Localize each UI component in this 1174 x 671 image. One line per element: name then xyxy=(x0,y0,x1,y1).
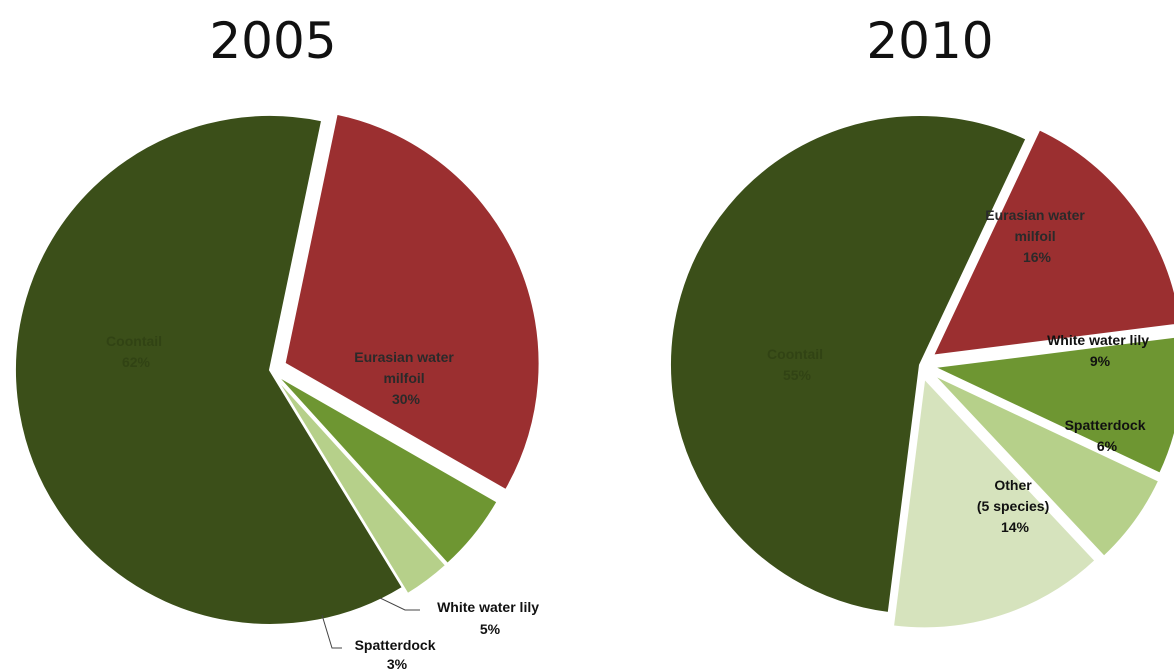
leader-line-spatterdock-2005 xyxy=(321,614,342,649)
pie-slice-coontail-2005 xyxy=(14,114,405,626)
slice-label-other-2010-line2: (5 species) xyxy=(977,498,1049,514)
slice-label-coontail-2010-value: 55% xyxy=(783,367,812,383)
slice-label-coontail-2005-name: Coontail xyxy=(106,333,162,349)
slice-label-spatterdock-2010-name: Spatterdock xyxy=(1065,417,1146,433)
slice-label-milfoil-2010-line1: Eurasian water xyxy=(985,207,1085,223)
slice-label-milfoil-2010-line2: milfoil xyxy=(1014,228,1055,244)
slice-label-coontail-2010: Coontail 55% xyxy=(767,346,827,383)
pie-slice-eurasian-water-milfoil-2005 xyxy=(283,112,541,492)
slice-label-other-2010-value: 14% xyxy=(1001,519,1030,535)
pie-slice-white-water-lily-2005 xyxy=(275,374,499,566)
slice-label-white-water-lily-2005: White water lily 5% xyxy=(437,599,543,637)
slice-label-milfoil-2010: Eurasian water milfoil 16% xyxy=(985,207,1089,265)
slice-label-spatterdock-2010-value: 6% xyxy=(1097,438,1118,454)
slice-label-milfoil-2005-value: 30% xyxy=(392,391,421,407)
pie-slice-coontail-2010 xyxy=(669,114,1028,615)
slice-label-spatterdock-2005-name: Spatterdock xyxy=(355,637,436,653)
slice-label-coontail-2005-value: 62% xyxy=(122,354,151,370)
slice-label-spatterdock-2010: Spatterdock 6% xyxy=(1065,417,1150,454)
slice-label-milfoil-2005-line2: milfoil xyxy=(383,370,424,386)
slice-label-white-water-lily-2010-value: 9% xyxy=(1090,353,1111,369)
slices-layer xyxy=(14,112,1174,630)
slice-label-spatterdock-2005-value: 3% xyxy=(387,656,408,671)
pie-slice-white-water-lily-2010 xyxy=(930,335,1174,475)
slice-label-coontail-2005: Coontail 62% xyxy=(106,333,166,370)
slice-label-white-water-lily-2005-name: White water lily xyxy=(437,599,539,615)
chart-title-2005: 2005 xyxy=(209,12,336,70)
slice-label-milfoil-2005-line1: Eurasian water xyxy=(354,349,454,365)
slice-label-white-water-lily-2005-value: 5% xyxy=(480,621,501,637)
slice-label-milfoil-2010-value: 16% xyxy=(1023,249,1052,265)
pie-slice-eurasian-water-milfoil-2010 xyxy=(931,128,1174,357)
slice-label-white-water-lily-2010: White water lily 9% xyxy=(1047,332,1153,369)
slice-label-spatterdock-2005: Spatterdock 3% xyxy=(355,637,440,671)
slice-label-milfoil-2005: Eurasian water milfoil 30% xyxy=(354,349,458,407)
pie-slice-spatterdock-2005 xyxy=(273,375,448,596)
leader-line-white-water-lily-2005 xyxy=(379,597,420,611)
pie-slice-other-2010 xyxy=(891,376,1097,630)
slice-label-other-2010-line1: Other xyxy=(994,477,1032,493)
pie-slice-spatterdock-2010 xyxy=(932,373,1161,559)
slice-label-coontail-2010-name: Coontail xyxy=(767,346,823,362)
slice-label-white-water-lily-2010-name: White water lily xyxy=(1047,332,1149,348)
slice-label-other-2010: Other (5 species) 14% xyxy=(977,477,1053,535)
chart-title-2010: 2010 xyxy=(866,12,993,70)
